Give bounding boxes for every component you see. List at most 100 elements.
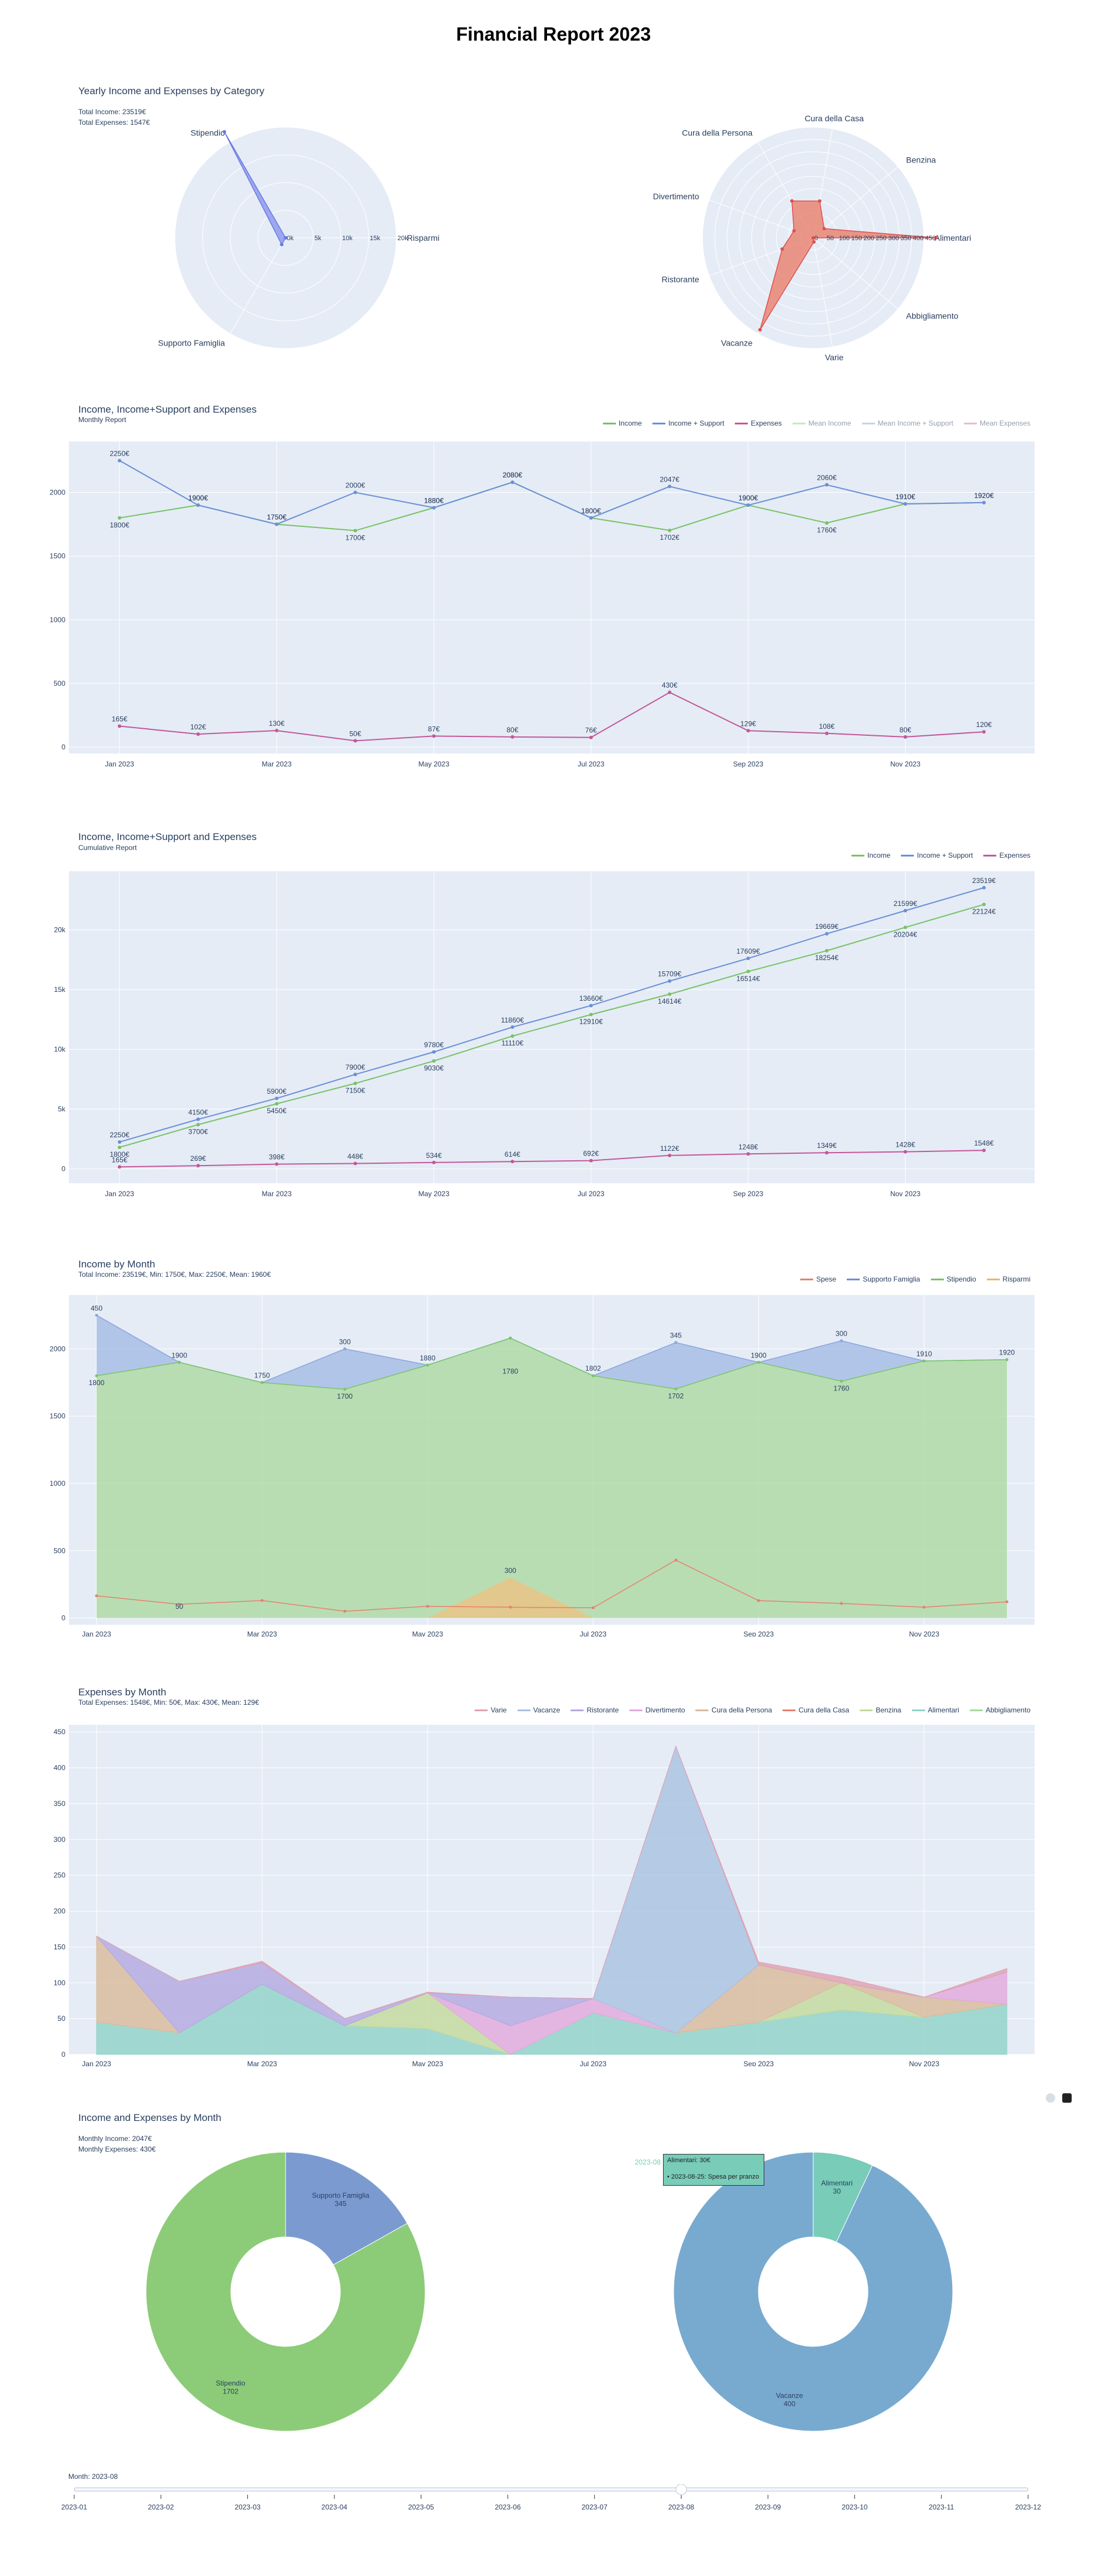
x-tick-label: May 2023 [418, 760, 449, 768]
radar-tick-label: 150 [851, 235, 862, 242]
modebar[interactable] [1046, 2093, 1072, 2103]
legend-swatch [695, 1709, 709, 1711]
legend-label: Stipendio [946, 1275, 976, 1283]
radar-spoke [813, 237, 833, 347]
legend-swatch [517, 1709, 531, 1711]
x-tick-label: Jul 2023 [580, 2060, 607, 2066]
series-point [426, 1363, 429, 1367]
data-label: 165€ [112, 1156, 128, 1164]
series-point [825, 948, 829, 952]
legend-item[interactable]: Supporto Famiglia [847, 1275, 920, 1283]
series-point [922, 1359, 926, 1363]
cumulative-line-chart: 0 5k 10k 15k 20k Jan 2023 Mar 2023 May 2023 Jul … [54, 871, 1035, 1198]
plotly-logo-icon[interactable] [1062, 2093, 1072, 2103]
series-point [903, 1150, 907, 1154]
legend-label: Varie [490, 1706, 507, 1714]
radar-area [224, 131, 286, 245]
data-label: 5900€ [267, 1087, 287, 1096]
data-label: 14614€ [658, 997, 681, 1005]
pie-slice [145, 2152, 426, 2432]
legend-item[interactable]: Mean Expenses [963, 419, 1030, 427]
legend-swatch [602, 422, 616, 424]
legend-item[interactable]: Spese [800, 1275, 836, 1283]
series-point [589, 516, 593, 520]
legend-item[interactable]: Mean Income [792, 419, 851, 427]
slider-tick-label: 2023-08 [668, 2503, 694, 2511]
series-point [95, 1313, 98, 1317]
section3-subtitle: Cumulative Report [78, 844, 137, 852]
y-tick-label: 1500 [49, 1412, 65, 1420]
data-label: 130€ [269, 719, 285, 728]
legend-item[interactable]: Cura della Casa [783, 1706, 849, 1714]
series-point [118, 724, 121, 728]
radar-axis-label: Risparmi [407, 233, 439, 243]
monthly-expenses-text: Monthly Expenses: 430€ [78, 2145, 156, 2153]
series-point [674, 1387, 678, 1391]
series-line [119, 904, 985, 1148]
series-point [825, 731, 829, 735]
series-line [119, 692, 985, 742]
radar-tick-label: 0k [287, 235, 294, 242]
pie-value-label: 345 [334, 2199, 346, 2207]
data-label: 165€ [112, 715, 128, 723]
radar-tick-label: 300 [888, 235, 899, 242]
slider-tick-label: 2023-07 [582, 2503, 608, 2511]
legend-item[interactable]: Income [602, 419, 642, 427]
radar-tick-label: 450 [925, 235, 936, 242]
legend-swatch [792, 422, 806, 424]
data-label: 1910€ [896, 493, 916, 501]
legend-swatch [969, 1709, 983, 1711]
x-tick-label: Nov 2023 [909, 1630, 940, 1636]
legend-item[interactable]: Stipendio [930, 1275, 976, 1283]
data-label: 17609€ [737, 947, 760, 955]
series-point [668, 979, 672, 983]
section4-legend[interactable]: Spese Supporto Famiglia Stipendio Risparmi [800, 1275, 1030, 1283]
series-point [511, 735, 515, 739]
month-slider[interactable]: 2023-01 2023-02 2023-03 2023-04 2023-05 2023-… [0, 2484, 1107, 2519]
radar-point [780, 247, 784, 251]
y-tick-label: 20k [54, 926, 66, 934]
data-label: 1780 [502, 1367, 518, 1376]
legend-item[interactable]: Vacanze [517, 1706, 561, 1714]
section5-subtitle: Total Expenses: 1548€, Min: 50€, Max: 43… [78, 1698, 259, 1707]
legend-item[interactable]: Divertimento [629, 1706, 685, 1714]
series-point [196, 1117, 200, 1121]
section5-legend[interactable]: Varie Vacanze Ristorante Divertimento Cura d… [475, 1706, 1030, 1714]
slider-handle[interactable] [675, 2484, 687, 2495]
data-label: 534€ [426, 1151, 442, 1160]
legend-item[interactable]: Alimentari [912, 1706, 959, 1714]
y-tick-label: 2000 [49, 1345, 65, 1353]
legend-item[interactable]: Expenses [735, 419, 782, 427]
legend-swatch [930, 1278, 944, 1280]
legend-item[interactable]: Abbigliamento [969, 1706, 1030, 1714]
legend-label: Expenses [751, 419, 782, 427]
legend-item[interactable]: Cura della Persona [695, 1706, 772, 1714]
legend-label: Vacanze [533, 1706, 561, 1714]
x-tick-label: Jul 2023 [580, 1630, 607, 1636]
data-label: 102€ [190, 723, 206, 731]
data-label: 1800€ [110, 521, 130, 529]
section3-legend[interactable]: Income Income + Support Expenses [851, 851, 1030, 859]
series-point [591, 1374, 595, 1377]
legend-item[interactable]: Income [851, 851, 890, 859]
series-line [119, 460, 985, 525]
data-label: 300 [339, 1337, 351, 1346]
legend-item[interactable]: Benzina [860, 1706, 901, 1714]
legend-label: Spese [816, 1275, 837, 1283]
camera-icon[interactable] [1046, 2093, 1055, 2103]
legend-item[interactable]: Income + Support [901, 851, 973, 859]
radar-axis-label: Cura della Casa [805, 114, 864, 123]
legend-item[interactable]: Income + Support [652, 419, 724, 427]
legend-item[interactable]: Expenses [983, 851, 1030, 859]
pie-label: Vacanze [776, 2392, 803, 2400]
series-point [118, 1140, 121, 1144]
series-point [668, 992, 672, 996]
legend-item[interactable]: Risparmi [986, 1275, 1030, 1283]
legend-item[interactable]: Mean Income + Support [861, 419, 953, 427]
series-point [746, 503, 750, 507]
data-label: 2060€ [817, 474, 837, 482]
series-point [509, 1605, 512, 1609]
section2-legend[interactable]: Income Income + Support Expenses Mean Incom… [602, 419, 1030, 427]
legend-item[interactable]: Ristorante [571, 1706, 619, 1714]
legend-item[interactable]: Varie [475, 1706, 507, 1714]
